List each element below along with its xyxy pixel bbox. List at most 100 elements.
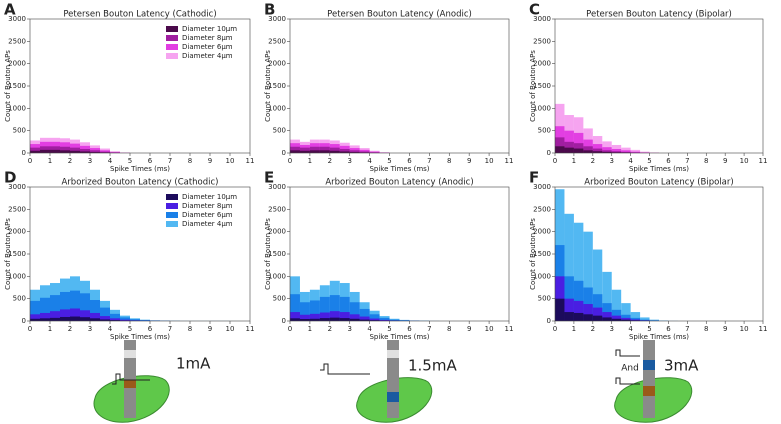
panel-letter: E: [264, 169, 274, 187]
bar: [130, 319, 140, 321]
x-tick-label: 7: [685, 157, 689, 165]
bar: [611, 148, 622, 153]
chart-panel: E Arborized Bouton Latency (Anodic)050010…: [264, 169, 513, 342]
y-tick-label: 500: [13, 295, 26, 303]
bar: [40, 318, 50, 321]
bar: [573, 148, 584, 153]
bar: [359, 319, 370, 321]
bar: [349, 152, 360, 153]
y-tick-label: 1500: [533, 82, 551, 90]
x-tick-label: 8: [704, 325, 708, 333]
panel-letter: F: [529, 169, 539, 187]
y-tick-label: 0: [282, 317, 286, 325]
bar: [319, 318, 330, 321]
bar: [611, 152, 622, 153]
bar: [70, 147, 80, 153]
bar: [611, 289, 622, 321]
bar: [70, 308, 80, 321]
bar: [40, 312, 50, 321]
x-tick-label: 5: [647, 157, 651, 165]
y-tick-label: 0: [547, 149, 551, 157]
x-axis-label: Spike Times (ms): [629, 333, 689, 341]
bar: [50, 311, 60, 321]
bar: [369, 318, 380, 321]
x-tick-label: 5: [128, 157, 132, 165]
y-axis-label: Count of Bouton APs: [4, 218, 12, 290]
bar: [349, 302, 360, 321]
bar: [299, 147, 310, 153]
x-tick-label: 1: [48, 157, 52, 165]
chart-title: Arborized Bouton Latency (Bipolar): [584, 178, 733, 188]
bar: [602, 303, 612, 321]
bar: [573, 222, 584, 321]
bar: [630, 151, 641, 153]
chart-title: Arborized Bouton Latency (Anodic): [325, 178, 473, 188]
bar: [100, 307, 110, 321]
legend-label: Diameter 4μm: [182, 52, 233, 60]
current-label: 1mA: [176, 355, 211, 373]
bar: [299, 314, 310, 321]
x-tick-label: 6: [666, 325, 671, 333]
contact: [387, 392, 399, 402]
bar: [649, 319, 659, 321]
y-tick-label: 500: [538, 127, 551, 135]
chart-title: Arborized Bouton Latency (Cathodic): [61, 178, 218, 188]
y-tick-label: 1500: [268, 82, 286, 90]
bar: [309, 313, 320, 321]
x-tick-label: 7: [168, 325, 172, 333]
bar: [130, 320, 140, 321]
y-tick-label: 2500: [533, 37, 551, 45]
bar: [339, 296, 350, 321]
legend-label: Diameter 8μm: [182, 34, 233, 42]
x-tick-label: 7: [168, 157, 172, 165]
x-tick-label: 4: [628, 157, 633, 165]
y-tick-label: 3000: [533, 15, 551, 23]
bar: [369, 314, 380, 321]
bar: [290, 150, 300, 153]
x-tick-label: 4: [367, 157, 372, 165]
bar: [40, 297, 50, 321]
bar: [573, 312, 584, 321]
bar: [70, 150, 80, 153]
bar: [349, 150, 360, 153]
bar: [50, 149, 60, 153]
chart-panel: F Arborized Bouton Latency (Bipolar) 0 500 1…: [529, 169, 767, 342]
y-axis-label: Count of Bouton APs: [264, 50, 272, 122]
contact: [387, 350, 399, 358]
y-axis-label: Count of Bouton APs: [529, 218, 537, 290]
legend-swatch: [166, 44, 178, 50]
bar: [602, 312, 612, 321]
bar: [564, 298, 574, 321]
x-tick-label: 6: [407, 325, 412, 333]
x-tick-label: 0: [288, 325, 292, 333]
x-tick-label: 2: [68, 157, 72, 165]
bar: [90, 312, 100, 321]
x-tick-label: 2: [328, 157, 332, 165]
y-tick-label: 3000: [533, 183, 551, 191]
panel-letter: D: [4, 169, 16, 187]
y-tick-label: 2000: [533, 60, 551, 68]
bar: [640, 317, 650, 321]
x-tick-label: 8: [704, 157, 708, 165]
y-tick-label: 1000: [533, 104, 551, 112]
bar: [309, 150, 320, 153]
bar: [339, 318, 350, 321]
bar: [602, 271, 612, 321]
y-axis-label: Count of Bouton APs: [529, 50, 537, 122]
bar: [290, 318, 300, 321]
y-tick-label: 2500: [533, 205, 551, 213]
x-tick-label: 4: [628, 325, 633, 333]
y-tick-label: 1000: [8, 104, 26, 112]
bar: [339, 312, 350, 321]
y-tick-label: 500: [273, 295, 286, 303]
x-tick-label: 10: [740, 157, 749, 165]
bar: [583, 146, 593, 153]
bar: [359, 151, 370, 153]
bar: [573, 143, 584, 153]
x-tick-label: 1: [572, 157, 576, 165]
bar: [630, 319, 641, 321]
y-tick-label: 2000: [268, 228, 286, 236]
x-tick-label: 6: [148, 157, 153, 165]
bar: [611, 315, 622, 321]
y-tick-label: 0: [22, 149, 26, 157]
